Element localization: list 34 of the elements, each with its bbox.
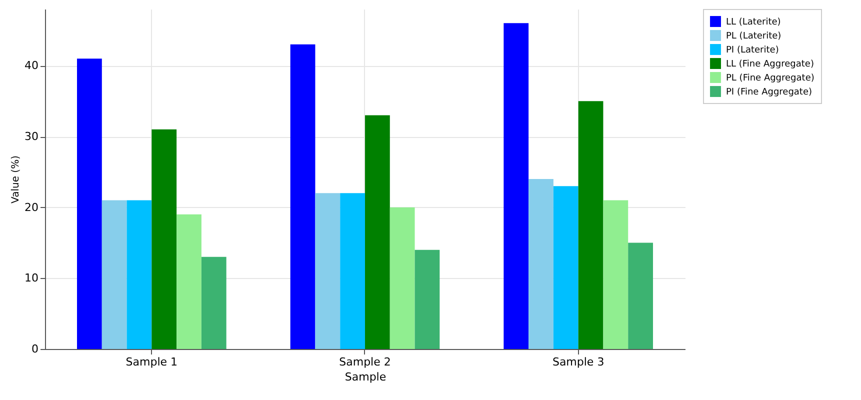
x-axis-title: Sample	[344, 370, 386, 384]
bar	[553, 186, 578, 349]
legend-label: PL (Fine Aggregate)	[726, 74, 814, 84]
bar	[152, 129, 177, 349]
bar	[77, 58, 102, 349]
x-tick-label: Sample 2	[339, 356, 391, 368]
y-tick-label: 10	[24, 272, 38, 285]
bar	[365, 115, 390, 349]
bar	[176, 214, 202, 349]
bar	[102, 200, 127, 349]
bar	[315, 193, 340, 349]
bar	[340, 193, 365, 349]
y-axis-title: Value (%)	[10, 155, 22, 204]
bar	[126, 200, 152, 349]
x-tick-label: Sample 1	[126, 356, 178, 368]
bar	[528, 179, 554, 349]
bar	[201, 256, 226, 349]
bar	[628, 242, 653, 349]
y-tick-label: 0	[32, 342, 38, 356]
y-tick-label: 20	[24, 200, 38, 214]
y-tick-label: 40	[24, 59, 38, 72]
legend-label: LL (Fine Aggregate)	[726, 60, 814, 70]
legend-label: PL (Laterite)	[726, 32, 782, 42]
legend-label: PI (Laterite)	[726, 46, 779, 56]
legend-label: PI (Fine Aggregate)	[726, 88, 812, 98]
bar	[290, 44, 316, 349]
legend-label: LL (Laterite)	[726, 18, 781, 28]
bar	[414, 250, 440, 349]
bar	[504, 23, 529, 349]
y-tick-label: 30	[24, 130, 38, 143]
bar	[578, 101, 604, 349]
bar	[390, 207, 415, 349]
bar	[603, 200, 628, 349]
x-tick-label: Sample 3	[552, 356, 604, 368]
